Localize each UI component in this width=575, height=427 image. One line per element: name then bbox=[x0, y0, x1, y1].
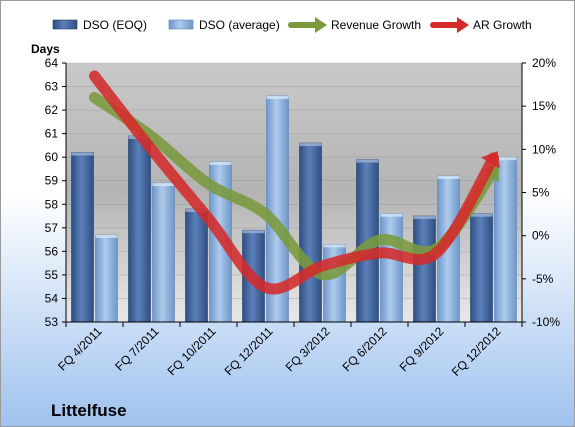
left-tick-label: 63 bbox=[45, 80, 59, 94]
bar-dso-average bbox=[494, 156, 517, 323]
legend: DSO (EOQ) DSO (average) Revenue Growth AR G… bbox=[52, 17, 532, 33]
right-tick-label: 20% bbox=[532, 56, 556, 70]
bar-dso-eoq bbox=[71, 152, 94, 323]
right-tick-label: -5% bbox=[532, 272, 554, 286]
left-tick-label: 61 bbox=[45, 127, 59, 141]
bar-cap bbox=[71, 152, 94, 156]
bar-cap bbox=[209, 161, 232, 165]
right-tick-label: -10% bbox=[532, 315, 560, 329]
right-tick-label: 10% bbox=[532, 142, 556, 156]
left-tick-label: 59 bbox=[45, 174, 59, 188]
bar-dso-eoq bbox=[299, 142, 322, 323]
legend-arrowhead bbox=[315, 17, 327, 33]
company-name: Littelfuse bbox=[51, 401, 127, 420]
bar-cap bbox=[470, 213, 493, 217]
bar-cap bbox=[95, 234, 118, 238]
left-tick-label: 62 bbox=[45, 103, 59, 117]
legend-label: Revenue Growth bbox=[331, 18, 421, 32]
bar-cap bbox=[380, 213, 403, 217]
bar-cap bbox=[323, 244, 346, 248]
right-tick-label: 15% bbox=[532, 99, 556, 113]
left-tick-label: 64 bbox=[45, 56, 59, 70]
right-tick-label: 5% bbox=[532, 186, 550, 200]
left-tick-label: 54 bbox=[45, 291, 59, 305]
bar-cap bbox=[299, 143, 322, 147]
left-tick-label: 58 bbox=[45, 197, 59, 211]
legend-swatch bbox=[168, 19, 194, 30]
right-tick-label: 0% bbox=[532, 229, 550, 243]
bar-dso-average bbox=[95, 234, 118, 323]
left-tick-label: 55 bbox=[45, 268, 59, 282]
growth-lines bbox=[89, 70, 500, 295]
left-axis-ticks: 53 54 55 56 57 58 59 60 61 62 63 64 bbox=[45, 56, 66, 329]
bar-cap bbox=[437, 176, 460, 180]
bar-cap bbox=[266, 95, 289, 99]
left-tick-label: 53 bbox=[45, 315, 59, 329]
y-axis-title: Days bbox=[31, 42, 60, 56]
bar-dso-average bbox=[380, 213, 403, 323]
bar-dso-eoq bbox=[470, 213, 493, 323]
bar-cap bbox=[152, 183, 175, 187]
bar-cap bbox=[242, 230, 265, 234]
bar-dso-eoq bbox=[128, 135, 151, 323]
legend-arrowhead bbox=[457, 17, 469, 33]
bar-dso-eoq bbox=[413, 215, 436, 323]
left-tick-label: 60 bbox=[45, 150, 59, 164]
left-tick-label: 57 bbox=[45, 221, 59, 235]
bar-cap bbox=[494, 157, 517, 161]
ar-growth-line-arrowhead bbox=[480, 151, 500, 169]
legend-label: AR Growth bbox=[473, 18, 532, 32]
ar-growth-line bbox=[89, 70, 499, 295]
legend-swatch bbox=[52, 19, 78, 30]
left-tick-label: 56 bbox=[45, 244, 59, 258]
bar-dso-eoq bbox=[185, 208, 208, 323]
bar-cap bbox=[413, 216, 436, 220]
right-axis-ticks: -10% -5% 0% 5% 10% 15% 20% bbox=[522, 56, 560, 329]
legend-label: DSO (EOQ) bbox=[83, 18, 147, 32]
bar-dso-average bbox=[152, 182, 175, 323]
bar-cap bbox=[356, 159, 379, 163]
legend-label: DSO (average) bbox=[199, 18, 280, 32]
